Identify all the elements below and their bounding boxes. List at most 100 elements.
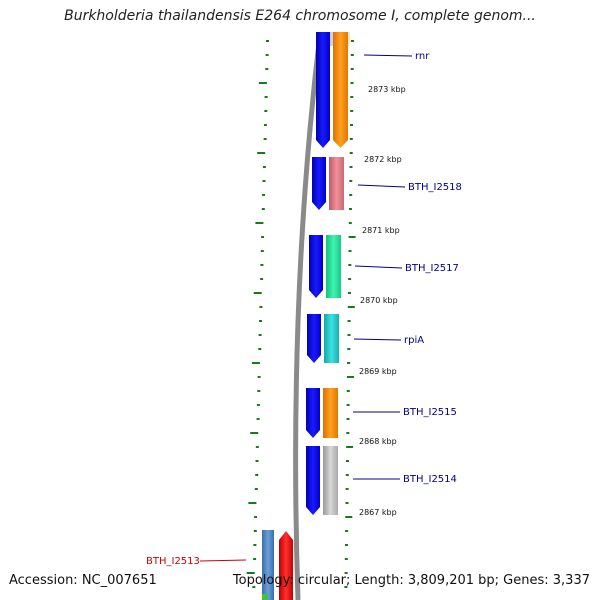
gene-leader-line <box>354 265 403 269</box>
inner-tick <box>255 446 259 448</box>
outer-tick <box>350 82 354 84</box>
outer-tick <box>345 488 349 490</box>
outer-tick <box>349 194 353 196</box>
inner-tick <box>266 40 269 42</box>
inner-tick <box>264 110 268 112</box>
inner-tick <box>260 264 264 266</box>
forward-cds-arrow[interactable] <box>306 446 320 515</box>
gene-feature-BTH_I2517[interactable] <box>326 235 341 298</box>
outer-tick <box>345 502 349 504</box>
scale-label: 2867 kbp <box>359 508 397 517</box>
inner-tick <box>260 278 264 280</box>
outer-tick <box>350 124 353 126</box>
outer-tick <box>350 110 354 112</box>
gene-feature-rnr[interactable] <box>333 32 348 148</box>
outer-scale-ticks <box>344 40 356 588</box>
outer-tick <box>346 432 350 434</box>
outer-tick <box>347 306 355 308</box>
genome-title: Burkholderia thailandensis E264 chromoso… <box>64 8 536 24</box>
inner-tick <box>256 418 260 420</box>
outer-tick <box>346 446 354 448</box>
forward-cds-arrow[interactable] <box>316 32 330 148</box>
outer-tick <box>348 222 352 224</box>
inner-tick <box>262 180 266 182</box>
forward-cds-arrow[interactable] <box>306 388 320 438</box>
gene-label[interactable]: BTH_I2517 <box>405 263 459 274</box>
inner-tick <box>265 68 269 70</box>
inner-tick <box>256 404 260 406</box>
inner-tick <box>250 432 259 434</box>
outer-tick <box>347 348 351 350</box>
forward-cds-arrow[interactable] <box>309 235 323 298</box>
inner-tick <box>253 558 257 560</box>
outer-tick <box>350 96 354 98</box>
forward-cds-arrow[interactable] <box>312 157 326 210</box>
outer-tick <box>345 530 349 532</box>
scale-label-track: 2873 kbp 2872 kbp 2871 kbp 2870 kbp 2869 kbp… <box>359 85 406 517</box>
feature-bth-i2513[interactable] <box>279 531 293 600</box>
gene-track <box>323 32 348 515</box>
inner-tick <box>255 460 259 462</box>
outer-tick <box>345 516 353 518</box>
outer-tick <box>347 320 351 322</box>
scale-label: 2873 kbp <box>368 85 406 94</box>
gene-feature-rpiA[interactable] <box>324 314 339 363</box>
highlight-leader-line <box>199 559 247 562</box>
forward-cds-arrow[interactable] <box>307 314 321 363</box>
outer-tick <box>346 404 350 406</box>
inner-tick <box>258 334 262 336</box>
inner-tick <box>263 138 267 140</box>
outer-tick <box>344 572 348 574</box>
outer-tick <box>346 460 349 462</box>
inner-tick <box>261 236 265 238</box>
inner-scale-ticks <box>246 40 269 588</box>
feature-green <box>262 594 268 600</box>
inner-tick <box>255 474 259 476</box>
outer-tick <box>345 474 349 476</box>
outer-tick <box>348 278 352 280</box>
outer-tick <box>351 40 354 42</box>
inner-tick <box>252 586 256 588</box>
inner-tick <box>254 516 258 518</box>
inner-tick <box>246 572 255 574</box>
inner-tick <box>253 292 262 294</box>
forward-cds-track <box>306 32 330 515</box>
outer-tick <box>348 292 351 294</box>
inner-tick <box>248 502 257 504</box>
gene-label[interactable]: BTH_I2514 <box>403 474 457 485</box>
scale-label: 2871 kbp <box>362 226 400 235</box>
highlight-gene-label[interactable]: BTH_I2513 <box>146 556 200 567</box>
gene-label[interactable]: BTH_I2515 <box>403 407 457 418</box>
outer-tick <box>344 586 348 588</box>
scale-label: 2872 kbp <box>364 155 402 164</box>
outer-tick <box>350 68 354 70</box>
inner-tick <box>251 362 260 364</box>
backbone-arc <box>293 33 323 600</box>
inner-tick <box>263 124 267 126</box>
accession-text: Accession: NC_007651 <box>9 573 157 588</box>
outer-tick <box>349 208 352 210</box>
gene-feature-BTH_I2514[interactable] <box>323 446 338 515</box>
inner-tick <box>257 152 266 154</box>
gene-leader-line <box>353 338 402 341</box>
scale-label: 2870 kbp <box>360 296 398 305</box>
inner-tick <box>259 320 262 322</box>
gene-leader-line <box>363 54 413 57</box>
outer-tick <box>345 544 348 546</box>
inner-tick <box>257 376 261 378</box>
inner-tick <box>264 96 268 98</box>
gene-label[interactable]: BTH_I2518 <box>408 182 462 193</box>
outer-tick <box>349 180 353 182</box>
feature-steel <box>262 530 274 600</box>
inner-tick <box>259 306 263 308</box>
outer-tick <box>349 152 353 154</box>
scale-label: 2869 kbp <box>359 367 397 376</box>
gene-label[interactable]: rnr <box>415 51 430 62</box>
inner-tick <box>260 250 264 252</box>
gene-feature-BTH_I2518[interactable] <box>329 157 344 210</box>
outer-tick <box>348 264 352 266</box>
inner-tick <box>258 348 262 350</box>
gene-feature-BTH_I2515[interactable] <box>323 388 338 438</box>
gene-label[interactable]: rpiA <box>404 335 424 346</box>
outer-tick <box>346 418 350 420</box>
